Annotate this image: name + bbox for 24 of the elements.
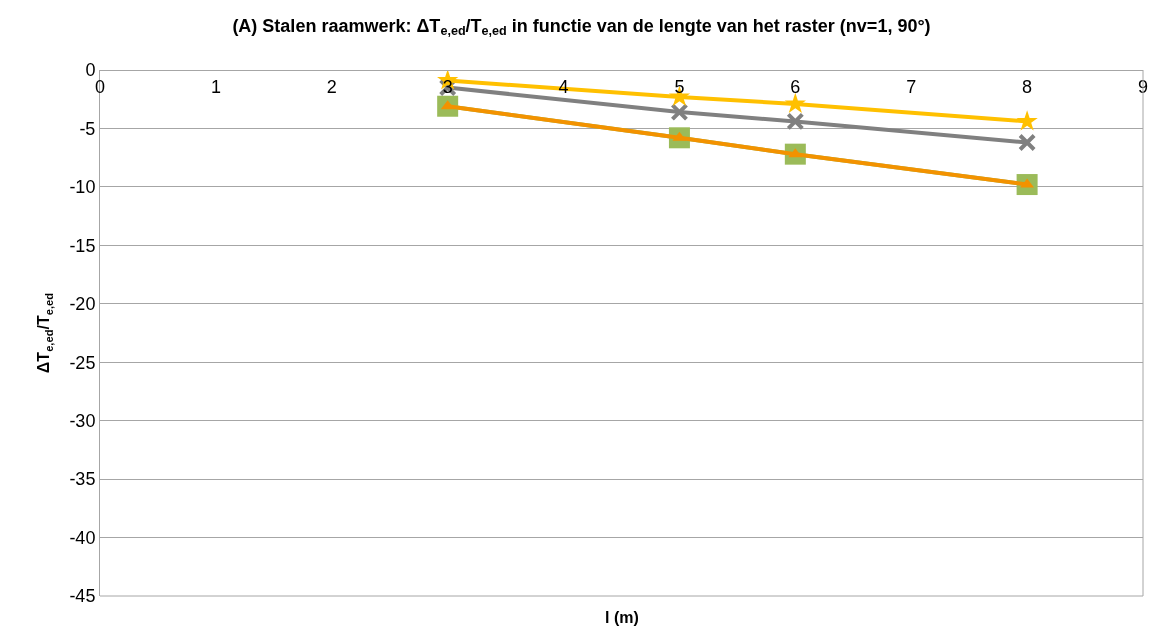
x-tick-label: 2 bbox=[326, 76, 337, 97]
chart-title: (A) Stalen raamwerk: ΔT$_{e,ed}$/T$_{e,ed}$ in functie van de lengte van het raster (nv=1, 90°) bbox=[232, 15, 931, 39]
y-tick-label: -10 bbox=[69, 177, 96, 198]
point bbox=[786, 112, 805, 131]
y-tick-label: -15 bbox=[69, 235, 96, 256]
y-tick-label: -45 bbox=[69, 586, 96, 607]
x-tick-label: 7 bbox=[906, 76, 917, 97]
y-tick-label: -20 bbox=[69, 294, 96, 315]
x-tick-label: 1 bbox=[210, 76, 221, 97]
x-tick-label: 9 bbox=[1137, 76, 1149, 97]
y-tick-label: 0 bbox=[85, 60, 96, 81]
x-tick-label: 5 bbox=[674, 76, 685, 97]
y-tick-label: -30 bbox=[69, 410, 96, 431]
y-tick-label: -25 bbox=[69, 352, 96, 373]
x-tick-label: 6 bbox=[790, 76, 801, 97]
point bbox=[670, 103, 689, 122]
y-tick-label: -35 bbox=[69, 469, 96, 490]
y-tick-label: -40 bbox=[69, 527, 96, 548]
x-axis-title: l (m) bbox=[605, 609, 639, 626]
point bbox=[1018, 133, 1037, 152]
y-tick-label: -5 bbox=[79, 118, 96, 139]
x-tick-label: 8 bbox=[1022, 76, 1033, 97]
point bbox=[784, 92, 806, 113]
point bbox=[1016, 110, 1038, 131]
